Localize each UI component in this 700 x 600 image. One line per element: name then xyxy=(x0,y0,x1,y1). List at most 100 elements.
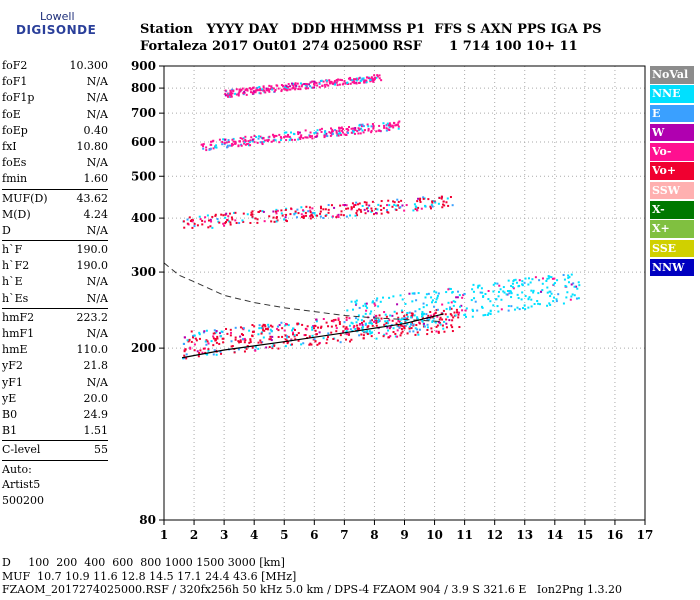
echo-point xyxy=(248,329,251,332)
echo-point xyxy=(550,276,553,279)
echo-point xyxy=(449,313,452,316)
echo-point xyxy=(418,199,421,202)
echo-point xyxy=(196,350,199,353)
echo-point xyxy=(229,89,232,92)
echo-point xyxy=(283,329,286,332)
echo-point xyxy=(326,135,329,138)
echo-point xyxy=(457,290,460,293)
echo-point xyxy=(248,141,251,144)
echo-point xyxy=(346,127,349,130)
echo-point xyxy=(188,338,191,341)
echo-point xyxy=(231,88,234,91)
echo-point xyxy=(262,323,265,326)
echo-point xyxy=(320,127,323,130)
echo-point xyxy=(354,129,357,132)
echo-point xyxy=(265,346,268,349)
echo-point xyxy=(338,322,341,325)
echo-point xyxy=(358,128,361,131)
echo-point xyxy=(355,82,358,85)
echo-point xyxy=(364,302,367,305)
echo-point xyxy=(248,87,251,90)
echo-point xyxy=(305,214,308,217)
header-line1: Station YYYY DAY DDD HHMMSS P1 FFS S AXN… xyxy=(140,22,602,37)
echo-point xyxy=(251,91,254,94)
legend: NoVal NNE E W Vo- Vo+ SSW X- X+ SSE NNW xyxy=(650,66,694,278)
echo-point xyxy=(319,205,322,208)
echo-point xyxy=(353,82,356,85)
echo-point xyxy=(227,93,230,96)
echo-point xyxy=(503,291,506,294)
muf-row: MUF 10.7 10.9 11.6 12.8 14.5 17.1 24.4 4… xyxy=(2,569,297,583)
echo-point xyxy=(314,329,317,332)
echo-point xyxy=(296,322,299,325)
echo-point xyxy=(313,84,316,87)
echo-point xyxy=(546,277,549,280)
echo-point xyxy=(270,85,273,88)
echo-point xyxy=(286,342,289,345)
echo-point xyxy=(392,331,395,334)
echo-point xyxy=(445,307,448,310)
echo-point xyxy=(387,211,390,214)
echo-point xyxy=(192,334,195,337)
echo-point xyxy=(545,279,548,282)
echo-point xyxy=(417,206,420,209)
echo-point xyxy=(392,121,395,124)
echo-point xyxy=(576,287,579,290)
echo-point xyxy=(211,215,214,218)
param-value: 21.8 xyxy=(83,359,109,373)
echo-point xyxy=(243,142,246,145)
echo-point xyxy=(343,80,346,83)
echo-point xyxy=(231,92,234,95)
x-tick-label: 16 xyxy=(607,528,624,542)
echo-point xyxy=(285,131,288,134)
echo-point xyxy=(476,309,479,312)
echo-point xyxy=(411,292,414,295)
echo-point xyxy=(238,91,241,94)
echo-point xyxy=(207,219,210,222)
param-name: h`F2 xyxy=(2,259,30,273)
echo-point xyxy=(497,290,500,293)
echo-point xyxy=(347,207,350,210)
echo-point xyxy=(384,313,387,316)
echo-point xyxy=(349,214,352,217)
param-value: 10.300 xyxy=(69,59,109,72)
echo-point xyxy=(276,219,279,222)
echo-point xyxy=(198,337,201,340)
echo-point xyxy=(241,137,244,140)
echo-point xyxy=(365,207,368,210)
echo-point xyxy=(273,220,276,223)
echo-point xyxy=(298,131,301,134)
echo-point xyxy=(460,304,463,307)
echo-point xyxy=(314,131,317,134)
echo-point xyxy=(363,80,366,83)
echo-point xyxy=(318,82,321,85)
echo-point xyxy=(240,144,243,147)
echo-point xyxy=(325,79,328,82)
echo-point xyxy=(530,305,533,308)
echo-point xyxy=(262,86,265,89)
echo-point xyxy=(423,197,426,200)
echo-point xyxy=(306,325,309,328)
echo-point xyxy=(275,212,278,215)
echo-point xyxy=(346,82,349,85)
echo-point xyxy=(210,143,213,146)
echo-point xyxy=(484,313,487,316)
echo-point xyxy=(256,86,259,89)
echo-point xyxy=(300,85,303,88)
echo-point xyxy=(300,206,303,209)
echo-point xyxy=(281,327,284,330)
echo-point xyxy=(214,337,217,340)
echo-point xyxy=(363,208,366,211)
echo-point xyxy=(534,276,537,279)
echo-point xyxy=(371,301,374,304)
echo-point xyxy=(342,330,345,333)
echo-point xyxy=(283,87,286,90)
echo-point xyxy=(373,320,376,323)
echo-point xyxy=(307,87,310,90)
echo-point xyxy=(237,92,240,95)
footer: D 100 200 400 600 800 1000 1500 3000 [km… xyxy=(2,556,622,597)
echo-point xyxy=(313,211,316,214)
echo-point xyxy=(226,144,229,147)
echo-point xyxy=(429,207,432,210)
echo-point xyxy=(507,309,510,312)
